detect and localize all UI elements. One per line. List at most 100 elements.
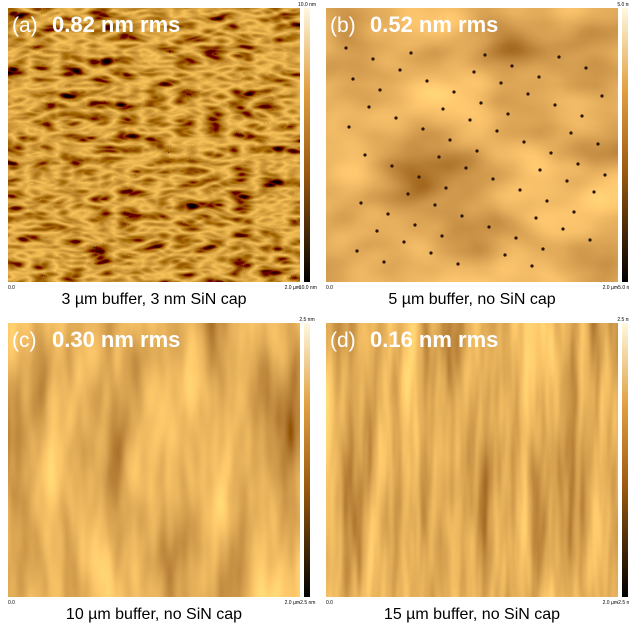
color-bar-top: 5.0 nm — [617, 2, 629, 8]
pit — [510, 64, 513, 67]
pit — [441, 107, 444, 110]
pit — [444, 186, 447, 189]
color-bar — [622, 323, 628, 597]
pit — [576, 162, 579, 165]
color-bar-bottom: -10.0 nm — [297, 285, 317, 291]
panel-label: (c) — [12, 329, 37, 352]
pit — [557, 55, 560, 58]
rms-value: 0.16 nm rms — [370, 327, 498, 352]
pit — [375, 229, 378, 232]
pit — [468, 118, 471, 121]
pit — [386, 212, 389, 215]
color-bar-bottom: -2.5 nm — [299, 600, 316, 606]
x-end: 2.0 µm — [285, 600, 300, 606]
pit — [569, 131, 572, 134]
pit — [530, 264, 533, 267]
pit — [514, 236, 517, 239]
afm-texture — [8, 323, 300, 597]
pit — [421, 127, 424, 130]
pit — [495, 129, 498, 132]
pit — [549, 151, 552, 154]
panel-label: (a) — [12, 14, 38, 37]
pit — [452, 90, 455, 93]
panel-label: (b) — [330, 14, 356, 37]
color-bar — [622, 8, 628, 282]
pit — [406, 192, 409, 195]
pit — [592, 190, 595, 193]
pit — [487, 225, 490, 228]
pit — [475, 149, 478, 152]
caption: 10 µm buffer, no SiN cap — [66, 606, 242, 623]
pit — [464, 166, 467, 169]
pit — [588, 238, 591, 241]
afm-texture — [326, 8, 618, 282]
color-bar-bottom: -2.5 nm — [617, 600, 629, 606]
x-end: 2.0 µm — [603, 285, 618, 291]
pit — [565, 179, 568, 182]
pit — [448, 138, 451, 141]
pit — [390, 164, 393, 167]
pit — [472, 70, 475, 73]
pit — [355, 249, 358, 252]
caption: 3 µm buffer, 3 nm SiN cap — [61, 291, 246, 308]
figure: 10.0 nm -10.0 nm 0.0 2.0 µm (a) 0.82 nm rms 3 … — [0, 0, 629, 629]
pit — [425, 79, 428, 82]
caption: 15 µm buffer, no SiN cap — [384, 606, 560, 623]
afm-texture — [8, 8, 300, 282]
pit — [541, 247, 544, 250]
color-bar-top: 10.0 nm — [298, 2, 316, 8]
pit — [347, 125, 350, 128]
page: {"panels": [ {"label": "(a)", "rms": "0.… — [0, 0, 629, 629]
x-end: 2.0 µm — [603, 600, 618, 606]
pit — [437, 155, 440, 158]
pit — [518, 188, 521, 191]
pit — [409, 51, 412, 54]
pit — [417, 175, 420, 178]
pit — [561, 227, 564, 230]
pit — [596, 142, 599, 145]
rms-value: 0.82 nm rms — [52, 12, 180, 37]
pit — [371, 57, 374, 60]
panel-label: (d) — [330, 329, 356, 352]
pit — [367, 105, 370, 108]
pit — [491, 177, 494, 180]
pit — [483, 53, 486, 56]
pit — [522, 140, 525, 143]
pit — [378, 88, 381, 91]
pit — [440, 234, 443, 237]
pit — [394, 116, 397, 119]
color-bar-bottom: -5.0 nm — [617, 285, 629, 291]
pit — [603, 173, 606, 176]
x-start: 0.0 — [8, 285, 15, 291]
pit — [537, 75, 540, 78]
pit — [538, 168, 541, 171]
x-start: 0.0 — [8, 600, 15, 606]
pit — [344, 46, 347, 49]
pit — [413, 223, 416, 226]
x-start: 0.0 — [326, 285, 333, 291]
pit — [429, 251, 432, 254]
afm-texture — [326, 323, 618, 597]
pit — [382, 260, 385, 263]
pit — [526, 92, 529, 95]
pit — [499, 81, 502, 84]
pit — [584, 66, 587, 69]
rms-value: 0.52 nm rms — [370, 12, 498, 37]
rms-value: 0.30 nm rms — [52, 327, 180, 352]
color-bar-top: 2.5 nm — [617, 317, 629, 323]
color-bar-top: 2.5 nm — [299, 317, 314, 323]
pit — [460, 214, 463, 217]
x-start: 0.0 — [326, 600, 333, 606]
pit — [398, 68, 401, 71]
pit — [402, 240, 405, 243]
pit — [506, 112, 509, 115]
pit — [545, 199, 548, 202]
pit — [359, 201, 362, 204]
caption: 5 µm buffer, no SiN cap — [388, 291, 555, 308]
color-bar — [304, 323, 310, 597]
pit — [433, 203, 436, 206]
pit — [503, 253, 506, 256]
pit — [572, 210, 575, 213]
pit — [600, 94, 603, 97]
pit — [351, 77, 354, 80]
